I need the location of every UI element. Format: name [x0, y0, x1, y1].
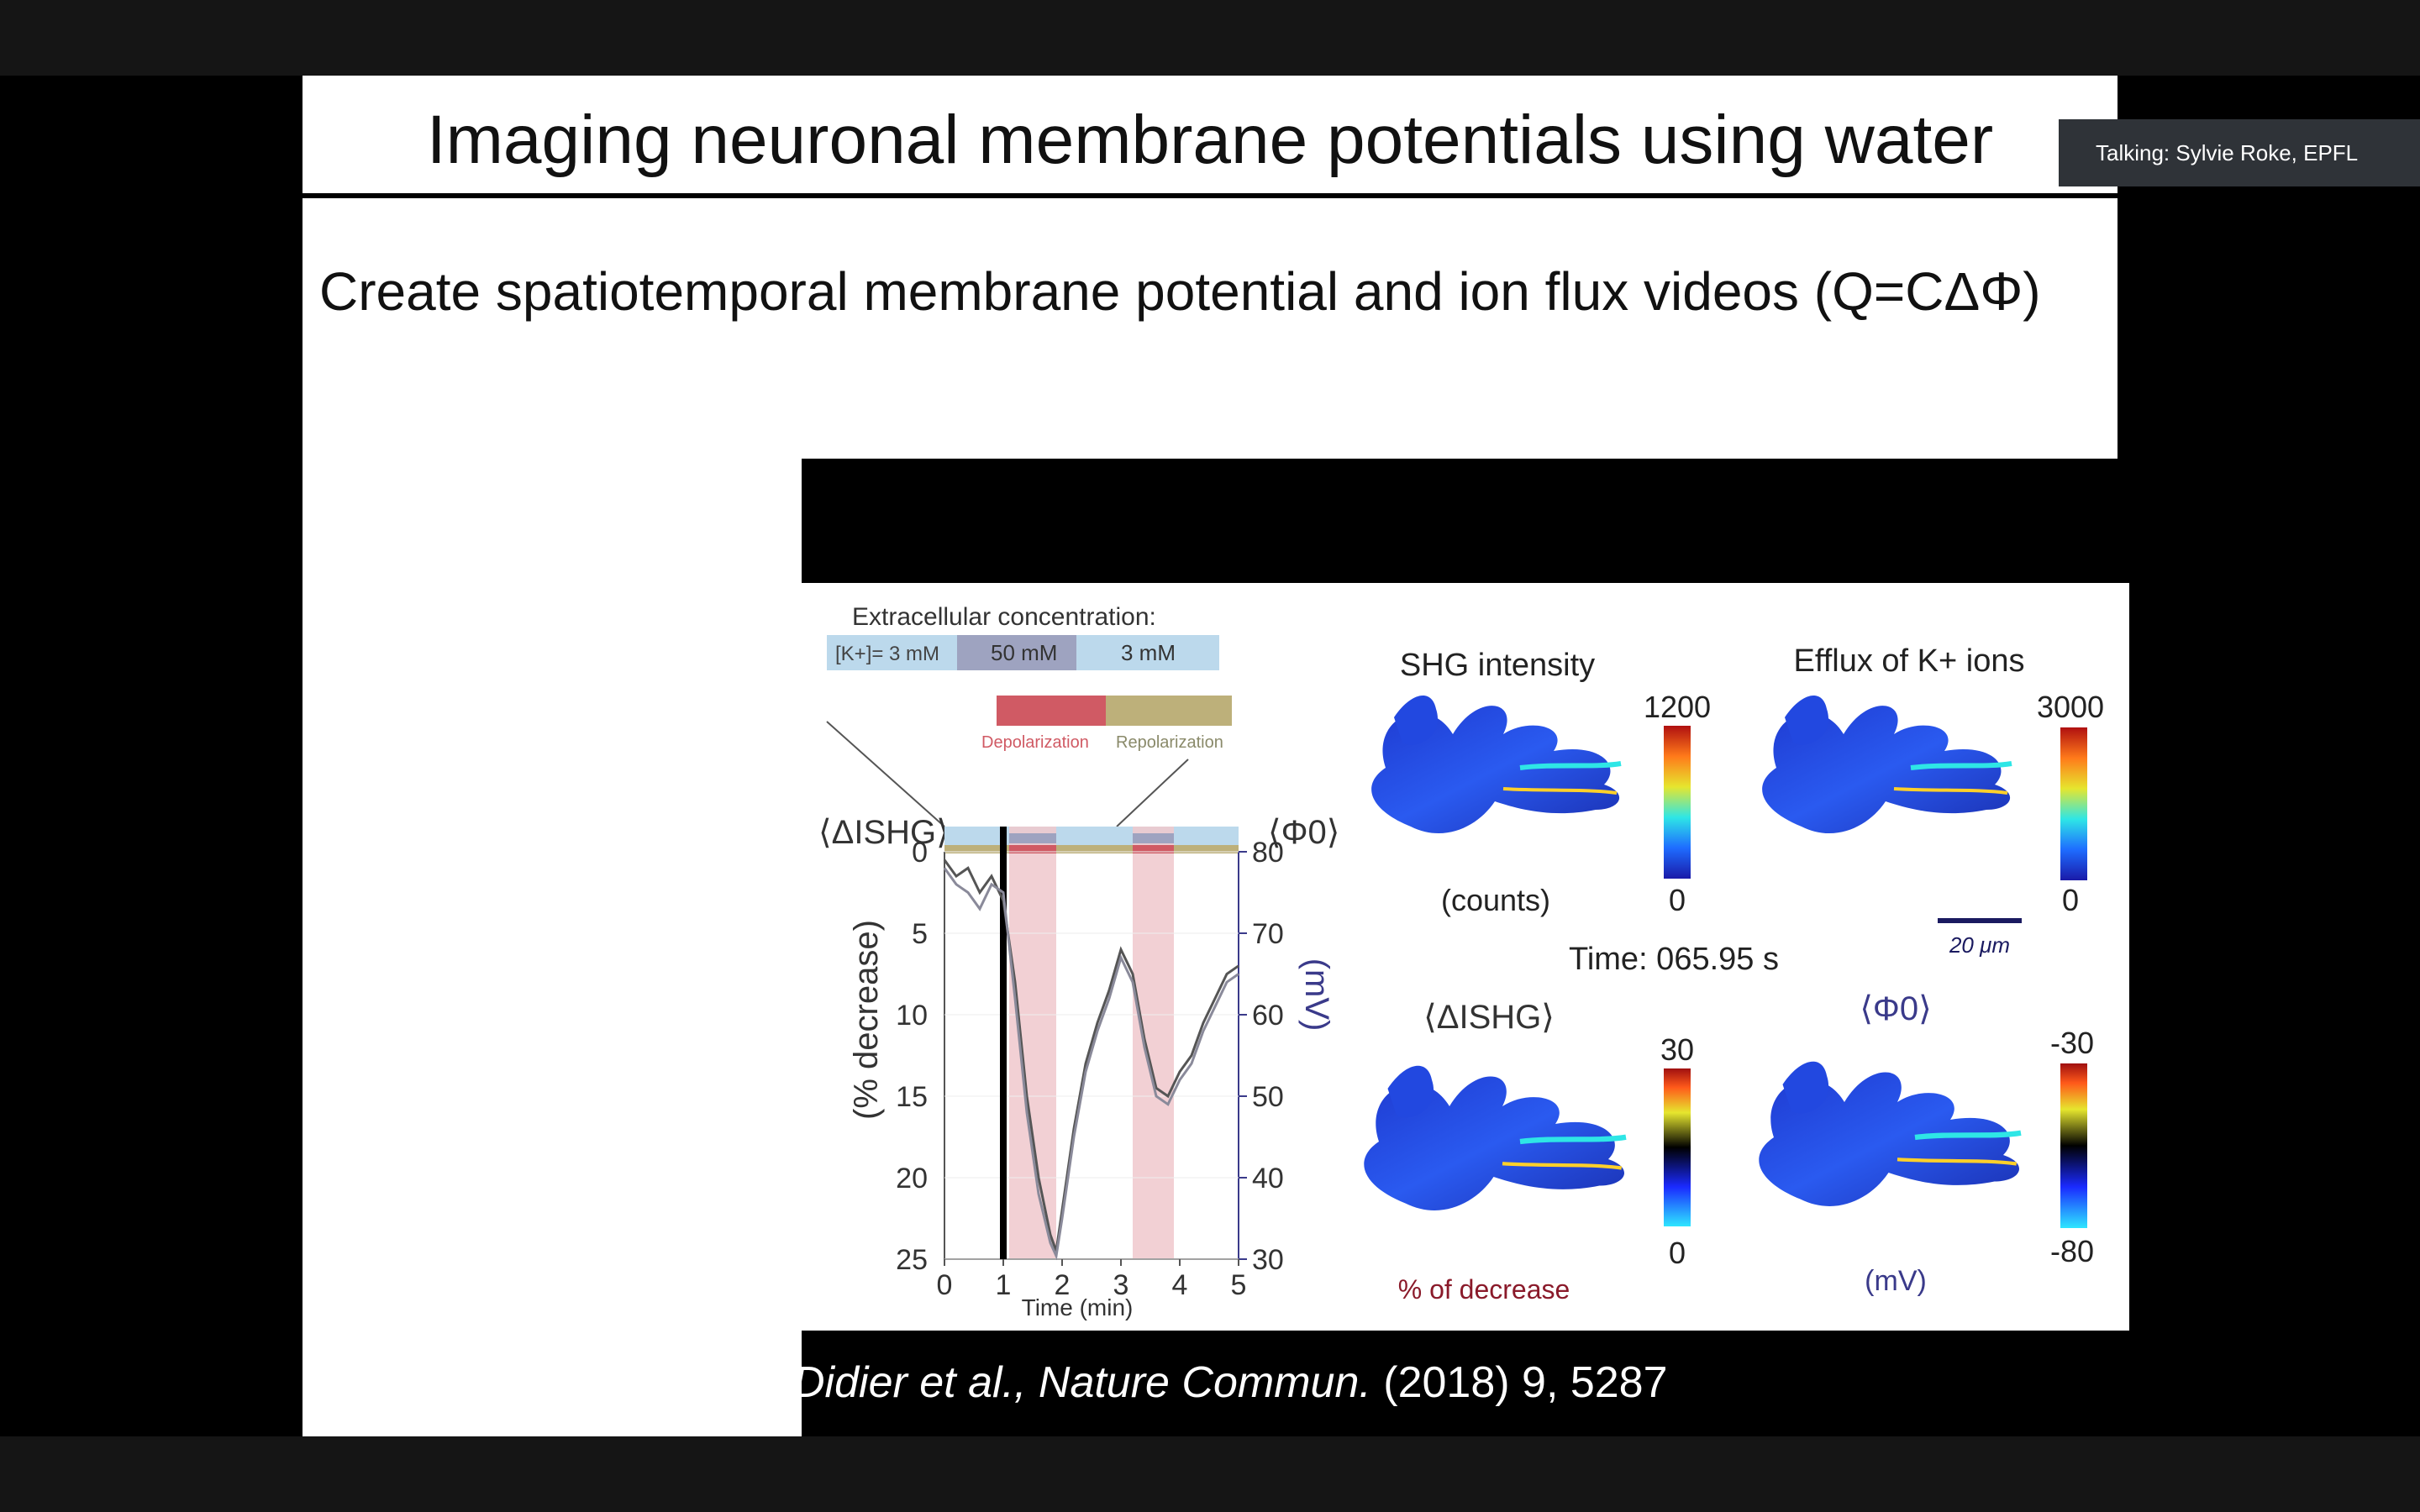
time-axis-label: Time (min): [1022, 1294, 1134, 1320]
phi-min: -80: [2050, 1234, 2094, 1268]
shaded-interval-band: [1133, 845, 1174, 853]
conc-3-label: 3 mM: [1121, 640, 1176, 665]
shaded-interval-header: [1009, 833, 1056, 843]
conc-50-cell: [957, 635, 1076, 670]
right-axis-symbol: ⟨Φ0⟩: [1268, 814, 1339, 851]
y-tick-label: 20: [896, 1163, 928, 1194]
dshg-neuron-image: [1364, 1066, 1626, 1210]
conc-3-cell: [1076, 635, 1219, 670]
dshg-title: ⟨ΔISHG⟩: [1423, 999, 1555, 1036]
shg-title: SHG intensity: [1400, 648, 1595, 683]
shg-colorbar: [1664, 726, 1691, 879]
figure-svg: Extracellular concentration: [K+]= 3 mM …: [818, 603, 2104, 1320]
y2-tick-label: 30: [1252, 1244, 1284, 1276]
phi-neuron-image: [1759, 1062, 2021, 1206]
series-line: [943, 867, 1239, 1261]
dshg-colorbar: [1664, 1068, 1691, 1226]
presentation-slide: Imaging neuronal membrane potentials usi…: [302, 76, 2129, 1455]
left-axis-symbol: ⟨ΔISHG⟩: [818, 814, 950, 851]
dshg-unit: % of decrease: [1398, 1274, 1570, 1305]
efflux-min: 0: [2062, 883, 2079, 917]
conc-k-cell: [827, 635, 957, 670]
repolarization-bar: [1106, 696, 1232, 726]
shaded-interval-header: [1133, 833, 1174, 843]
phi-colorbar: [2060, 1063, 2087, 1228]
x-tick-label: 3: [1113, 1269, 1129, 1301]
dshg-min: 0: [1669, 1236, 1686, 1270]
title-divider: [302, 193, 2118, 198]
zoom-line-right: [1116, 759, 1189, 827]
efflux-title: Efflux of K+ ions: [1794, 643, 2025, 679]
concentration-title: Extracellular concentration:: [852, 603, 1156, 631]
scale-bar-label: 20 μm: [1949, 932, 2010, 958]
shg-unit: (counts): [1441, 883, 1550, 917]
y2-tick-label: 50: [1252, 1081, 1284, 1113]
trace-header-band: [944, 845, 1239, 853]
y-tick-label: 0: [912, 837, 928, 869]
y2-tick-label: 40: [1252, 1163, 1284, 1194]
time-readout: Time: 065.95 s: [1569, 942, 1779, 977]
slide-subtitle: Create spatiotemporal membrane potential…: [319, 261, 2041, 322]
time-trace-chart: 0 5 10 15 20 25 80 70 60 50 40 30 0 1 2 3 4 5: [896, 827, 1284, 1301]
efflux-neuron-image: [1762, 696, 2012, 833]
y2-tick-label: 80: [1252, 837, 1284, 869]
y2-tick-label: 70: [1252, 918, 1284, 950]
phi-max: -30: [2050, 1026, 2094, 1060]
shg-neuron-image: [1371, 696, 1621, 833]
y-tick-label: 10: [896, 1000, 928, 1032]
conc-50-label: 50 mM: [991, 640, 1057, 665]
repolarization-label: Repolarization: [1116, 733, 1223, 752]
citation-authors: Didier et al., Nature Commun.: [802, 1358, 1371, 1407]
dshg-max: 30: [1660, 1032, 1694, 1067]
x-tick-label: 1: [996, 1269, 1012, 1301]
depolarization-bar: [997, 696, 1106, 726]
zoom-line-left: [826, 721, 945, 827]
shg-min: 0: [1669, 883, 1686, 917]
shaded-interval: [1009, 827, 1056, 1259]
embedded-video[interactable]: Extracellular concentration: [K+]= 3 mM …: [802, 459, 2129, 1455]
depolarization-label: Depolarization: [981, 733, 1089, 752]
x-tick-label: 2: [1055, 1269, 1071, 1301]
y2-tick-label: 60: [1252, 1000, 1284, 1032]
y-tick-label: 15: [896, 1081, 928, 1113]
citation: Didier et al., Nature Commun. (2018) 9, …: [802, 1357, 1668, 1408]
slide-title: Imaging neuronal membrane potentials usi…: [426, 102, 1994, 178]
figure-panel: Extracellular concentration: [K+]= 3 mM …: [802, 583, 2129, 1331]
left-axis-label: (% decrease): [848, 920, 885, 1120]
meeting-top-bar: [0, 0, 2420, 76]
shaded-interval: [1133, 827, 1174, 1259]
series-line: [943, 858, 1239, 1252]
y-tick-label: 5: [912, 918, 928, 950]
shaded-interval-band: [1009, 845, 1056, 853]
x-tick-label: 5: [1231, 1269, 1247, 1301]
right-axis-label: (mV): [1298, 958, 1335, 1032]
efflux-max: 3000: [2037, 690, 2104, 724]
meeting-bottom-bar: [0, 1436, 2420, 1512]
conc-k-label: [K+]= 3 mM: [835, 643, 939, 665]
efflux-colorbar: [2060, 727, 2087, 880]
y-tick-label: 25: [896, 1244, 928, 1276]
x-tick-label: 0: [937, 1269, 953, 1301]
phi-unit: (mV): [1865, 1265, 1927, 1297]
phi-title: ⟨Φ0⟩: [1860, 990, 1931, 1027]
shg-max: 1200: [1644, 690, 1711, 724]
active-speaker-badge: Talking: Sylvie Roke, EPFL: [2059, 119, 2420, 186]
x-tick-label: 4: [1172, 1269, 1188, 1301]
citation-details: (2018) 9, 5287: [1383, 1358, 1668, 1407]
